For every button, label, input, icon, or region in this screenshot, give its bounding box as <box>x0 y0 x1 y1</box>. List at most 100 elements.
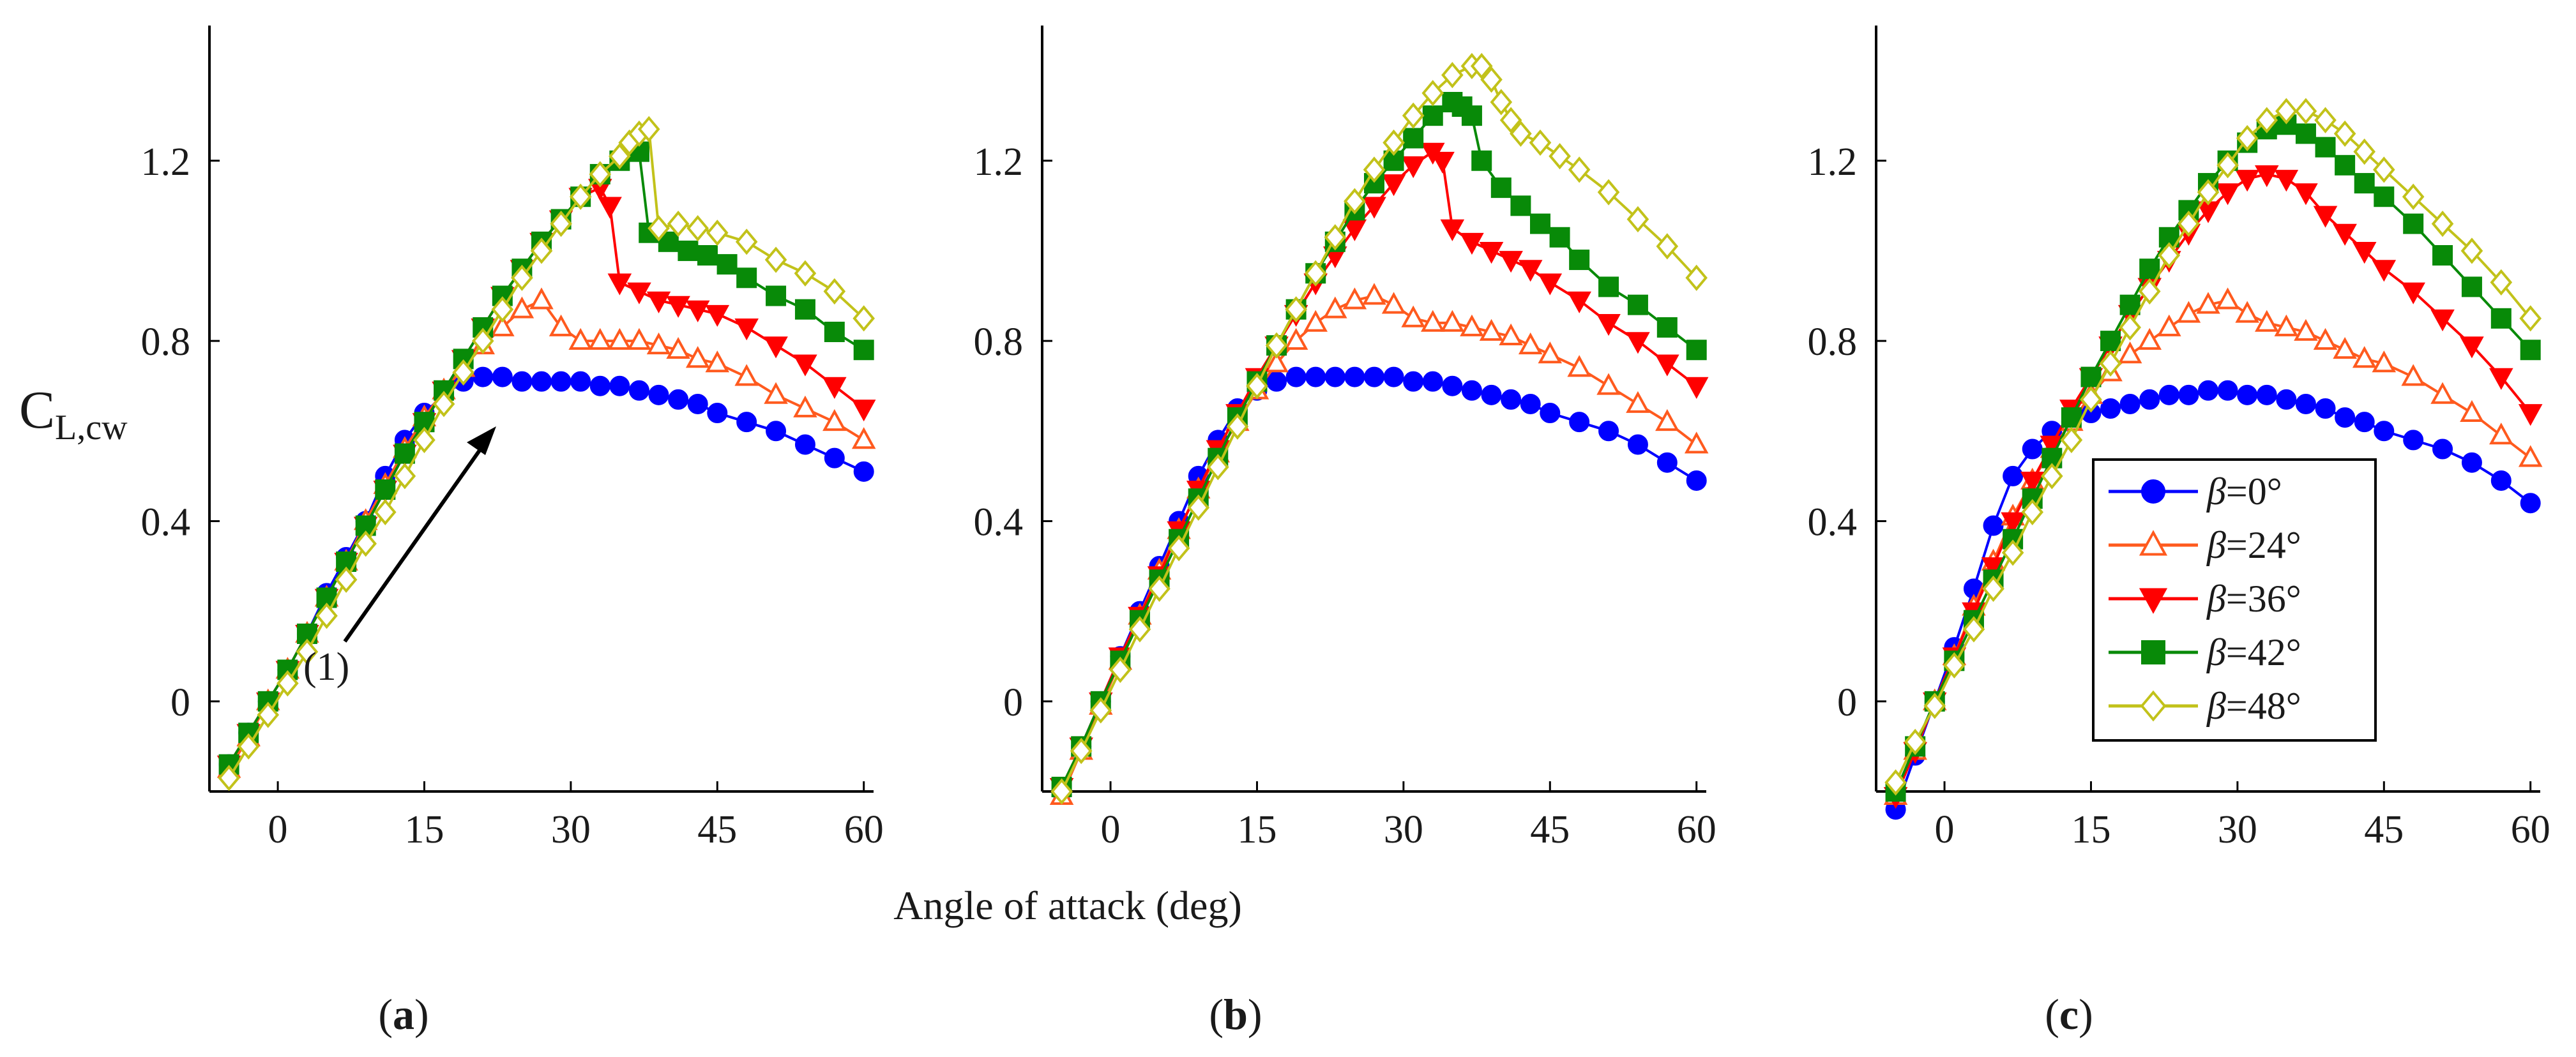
series-triangle-up <box>216 287 876 778</box>
y-tick-label: 0.4 <box>974 500 1024 544</box>
data-point <box>2489 368 2513 390</box>
data-point <box>853 340 874 361</box>
series-diamond <box>1884 98 2542 796</box>
data-point <box>686 215 709 242</box>
annotation-arrow: (1) <box>303 426 496 689</box>
data-point <box>2217 380 2238 401</box>
data-point <box>705 350 730 373</box>
data-point <box>736 412 757 433</box>
y-tick-label: 0.4 <box>1808 500 1858 544</box>
annotation-arrowhead <box>467 426 496 455</box>
data-point <box>1499 323 1523 345</box>
data-point <box>794 299 815 320</box>
data-point <box>257 701 280 728</box>
data-point <box>637 116 660 142</box>
data-point <box>2460 237 2483 264</box>
data-point <box>736 267 757 289</box>
panel-label: (c) <box>2045 990 2093 1038</box>
legend-entry: β=48° <box>2109 685 2301 727</box>
data-point <box>716 254 738 275</box>
data-point <box>1686 340 1707 361</box>
x-tick-label: 60 <box>844 808 884 851</box>
data-point <box>1344 366 1365 387</box>
data-point <box>1461 105 1482 126</box>
data-point <box>1362 197 1386 219</box>
data-point <box>2333 223 2357 246</box>
series-circle <box>218 366 874 775</box>
data-point <box>1549 227 1570 248</box>
data-point <box>822 409 847 431</box>
data-point <box>685 346 710 368</box>
data-point <box>1430 151 1455 174</box>
data-point <box>2178 210 2200 237</box>
data-point <box>1401 305 1425 327</box>
data-point <box>1481 384 1502 405</box>
panel-label-close: ) <box>414 990 429 1038</box>
data-point <box>2237 384 2258 405</box>
data-point <box>1442 375 1463 396</box>
legend-marker <box>2141 640 2165 664</box>
series-line <box>1060 150 1697 788</box>
data-point <box>1324 366 1345 387</box>
data-point <box>1685 264 1708 291</box>
data-point <box>570 371 591 392</box>
data-point <box>2020 472 2045 494</box>
y-tick-label: 0 <box>1837 681 1857 724</box>
data-point <box>1362 283 1386 305</box>
data-point <box>2254 165 2279 188</box>
panel-label: (a) <box>378 990 428 1038</box>
data-point <box>1884 769 1907 796</box>
series-line <box>227 299 865 770</box>
data-point <box>1904 728 1927 755</box>
data-point <box>2236 124 2259 152</box>
data-point <box>354 530 377 557</box>
data-point <box>2372 260 2397 282</box>
data-point <box>794 434 815 455</box>
panel-label-letter: b <box>1224 990 1248 1038</box>
data-point <box>2315 398 2336 419</box>
data-point <box>609 375 630 396</box>
data-point <box>2335 154 2356 176</box>
data-point <box>1344 188 1366 214</box>
data-point <box>852 305 875 332</box>
data-point <box>1148 575 1171 602</box>
x-tick-label: 30 <box>1384 808 1423 851</box>
data-point <box>1342 219 1367 241</box>
data-point <box>2022 439 2043 460</box>
legend-entry: β=24° <box>2109 524 2301 566</box>
data-point <box>1529 129 1552 156</box>
legend-marker <box>2141 479 2165 504</box>
data-point <box>2157 314 2181 336</box>
y-axis-title-subscript: L,cw <box>55 408 128 447</box>
data-point <box>587 327 612 350</box>
data-point <box>569 183 592 210</box>
data-point <box>1421 80 1444 107</box>
data-point <box>1226 413 1249 440</box>
legend-entry: β=42° <box>2109 631 2301 673</box>
data-point <box>2374 421 2395 442</box>
data-point <box>1070 737 1093 765</box>
data-point <box>1304 260 1327 287</box>
data-point <box>1440 310 1465 332</box>
data-point <box>2313 327 2338 350</box>
legend-marker <box>2139 530 2168 556</box>
data-point <box>2430 382 2455 404</box>
legend-label: β=48° <box>2206 685 2301 727</box>
data-point <box>549 314 573 336</box>
data-point <box>2489 423 2513 445</box>
data-point <box>646 332 671 355</box>
data-point <box>1364 366 1384 387</box>
data-point <box>1383 129 1405 156</box>
x-tick-label: 30 <box>551 808 591 851</box>
x-tick-label: 30 <box>2218 808 2257 851</box>
data-point <box>1549 143 1571 170</box>
data-point <box>2003 465 2024 486</box>
data-point <box>375 479 396 500</box>
data-point <box>2294 183 2318 206</box>
data-point <box>471 327 494 354</box>
data-point <box>1383 366 1404 387</box>
data-point <box>2431 210 2454 237</box>
data-point <box>1598 421 1619 442</box>
x-tick-label: 15 <box>404 808 444 851</box>
panel-label-close: ) <box>1248 990 1262 1038</box>
